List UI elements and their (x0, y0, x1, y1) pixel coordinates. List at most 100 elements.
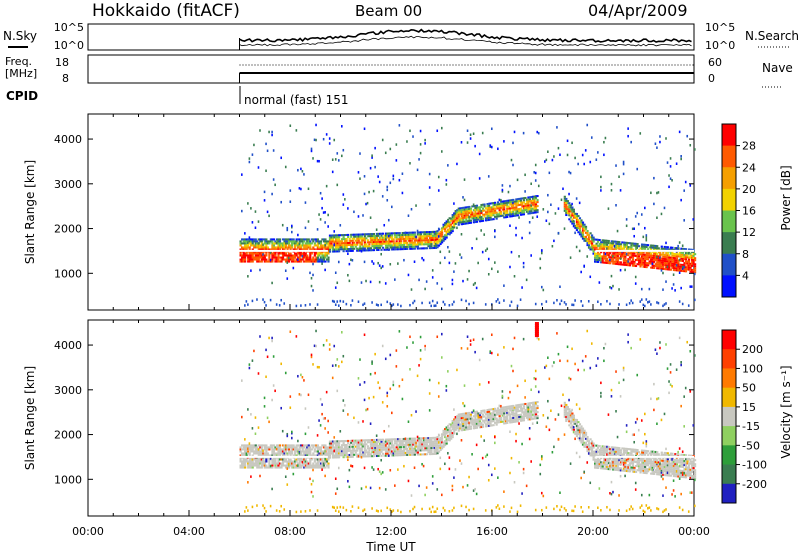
power-cell (521, 211, 524, 214)
power-cell (622, 253, 625, 256)
power-cell (407, 237, 410, 240)
velocity-scatter (265, 348, 267, 352)
velocity-cell (428, 449, 432, 452)
power-scatter (615, 204, 617, 207)
velocity-cell (254, 450, 257, 453)
power-scatter (607, 207, 610, 210)
velocity-cell (309, 462, 312, 465)
velocity-cell (281, 444, 285, 447)
power-cell (389, 240, 392, 243)
power-cell (294, 240, 297, 243)
velocity-cell (434, 446, 438, 449)
power-cell (278, 244, 282, 247)
velocity-scatter (268, 336, 270, 340)
power-cell (403, 239, 406, 242)
velocity-cell (462, 422, 465, 425)
velocity-scatter (424, 344, 426, 348)
velocity-cell (489, 408, 492, 411)
velocity-cell (424, 447, 427, 450)
velocity-cell (512, 414, 515, 417)
velocity-scatter (447, 370, 449, 373)
power-cell (524, 207, 527, 210)
velocity-scatter (347, 479, 349, 483)
power-cell (331, 238, 335, 241)
velocity-scatter (433, 510, 436, 514)
power-cell (316, 258, 319, 261)
power-cell (242, 256, 245, 259)
power-cell (498, 209, 501, 212)
velocity-cell (291, 450, 294, 453)
velocity-cell (334, 446, 338, 449)
power-cell (469, 219, 472, 222)
velocity-scatter (422, 464, 425, 468)
velocity-cell (465, 412, 468, 415)
velocity-cell (328, 446, 332, 449)
power-scatter (553, 239, 555, 243)
power-cell (489, 210, 492, 213)
velocity-cell (295, 458, 298, 461)
velocity-cell (259, 458, 262, 461)
velocity-cell (387, 448, 391, 451)
velocity-cell (369, 453, 372, 456)
power-cell (680, 269, 683, 272)
power-cell (281, 256, 285, 259)
velocity-cell (369, 443, 372, 446)
power-cell (256, 246, 259, 249)
power-cell (271, 240, 274, 243)
power-cell (278, 252, 282, 255)
velocity-cell (241, 460, 244, 463)
power-scatter (384, 151, 387, 155)
power-cell (624, 253, 627, 256)
power-cell (301, 252, 304, 255)
power-cell (380, 238, 383, 241)
power-cell (678, 253, 682, 256)
velocity-scatter (248, 442, 251, 445)
velocity-cell (510, 411, 513, 414)
velocity-cell (318, 466, 321, 469)
power-cell (684, 260, 688, 263)
velocity-cell (321, 464, 324, 467)
power-cell (292, 248, 295, 251)
power-cell (683, 262, 686, 265)
power-cell (434, 232, 438, 235)
velocity-cell (368, 447, 371, 450)
power-cell (250, 244, 253, 247)
power-cell (422, 239, 426, 242)
power-cell (442, 227, 445, 230)
velocity-cell (366, 445, 369, 448)
power-cell (263, 256, 266, 259)
power-cell (250, 258, 253, 261)
power-cell (487, 204, 491, 207)
power-scatter (339, 224, 342, 227)
power-scatter (500, 198, 502, 202)
power-cell (603, 239, 606, 242)
power-cell (657, 257, 660, 260)
power-cell (466, 212, 469, 215)
power-cell (303, 240, 306, 243)
power-cell (650, 248, 653, 251)
velocity-cell (322, 446, 326, 449)
velocity-scatter (331, 505, 334, 509)
power-cell (416, 233, 419, 236)
power-cell (468, 211, 471, 214)
power-scatter (595, 158, 598, 161)
power-cell (657, 263, 660, 266)
power-cell (391, 246, 394, 249)
velocity-cell (325, 448, 329, 451)
velocity-cell (503, 406, 506, 409)
velocity-scatter (478, 383, 481, 386)
velocity-cell (253, 464, 256, 467)
power-cell (242, 242, 245, 245)
power-cell (580, 223, 583, 226)
velocity-cell (445, 436, 448, 439)
velocity-cell (490, 416, 494, 419)
power-scatter (581, 153, 584, 157)
power-cell (244, 238, 247, 241)
power-scatter (289, 189, 292, 192)
power-cell (665, 252, 668, 255)
power-scatter (489, 144, 492, 147)
power-scatter (497, 298, 499, 301)
velocity-cell (272, 452, 276, 455)
power-cell (375, 234, 379, 237)
power-cell (344, 240, 347, 243)
